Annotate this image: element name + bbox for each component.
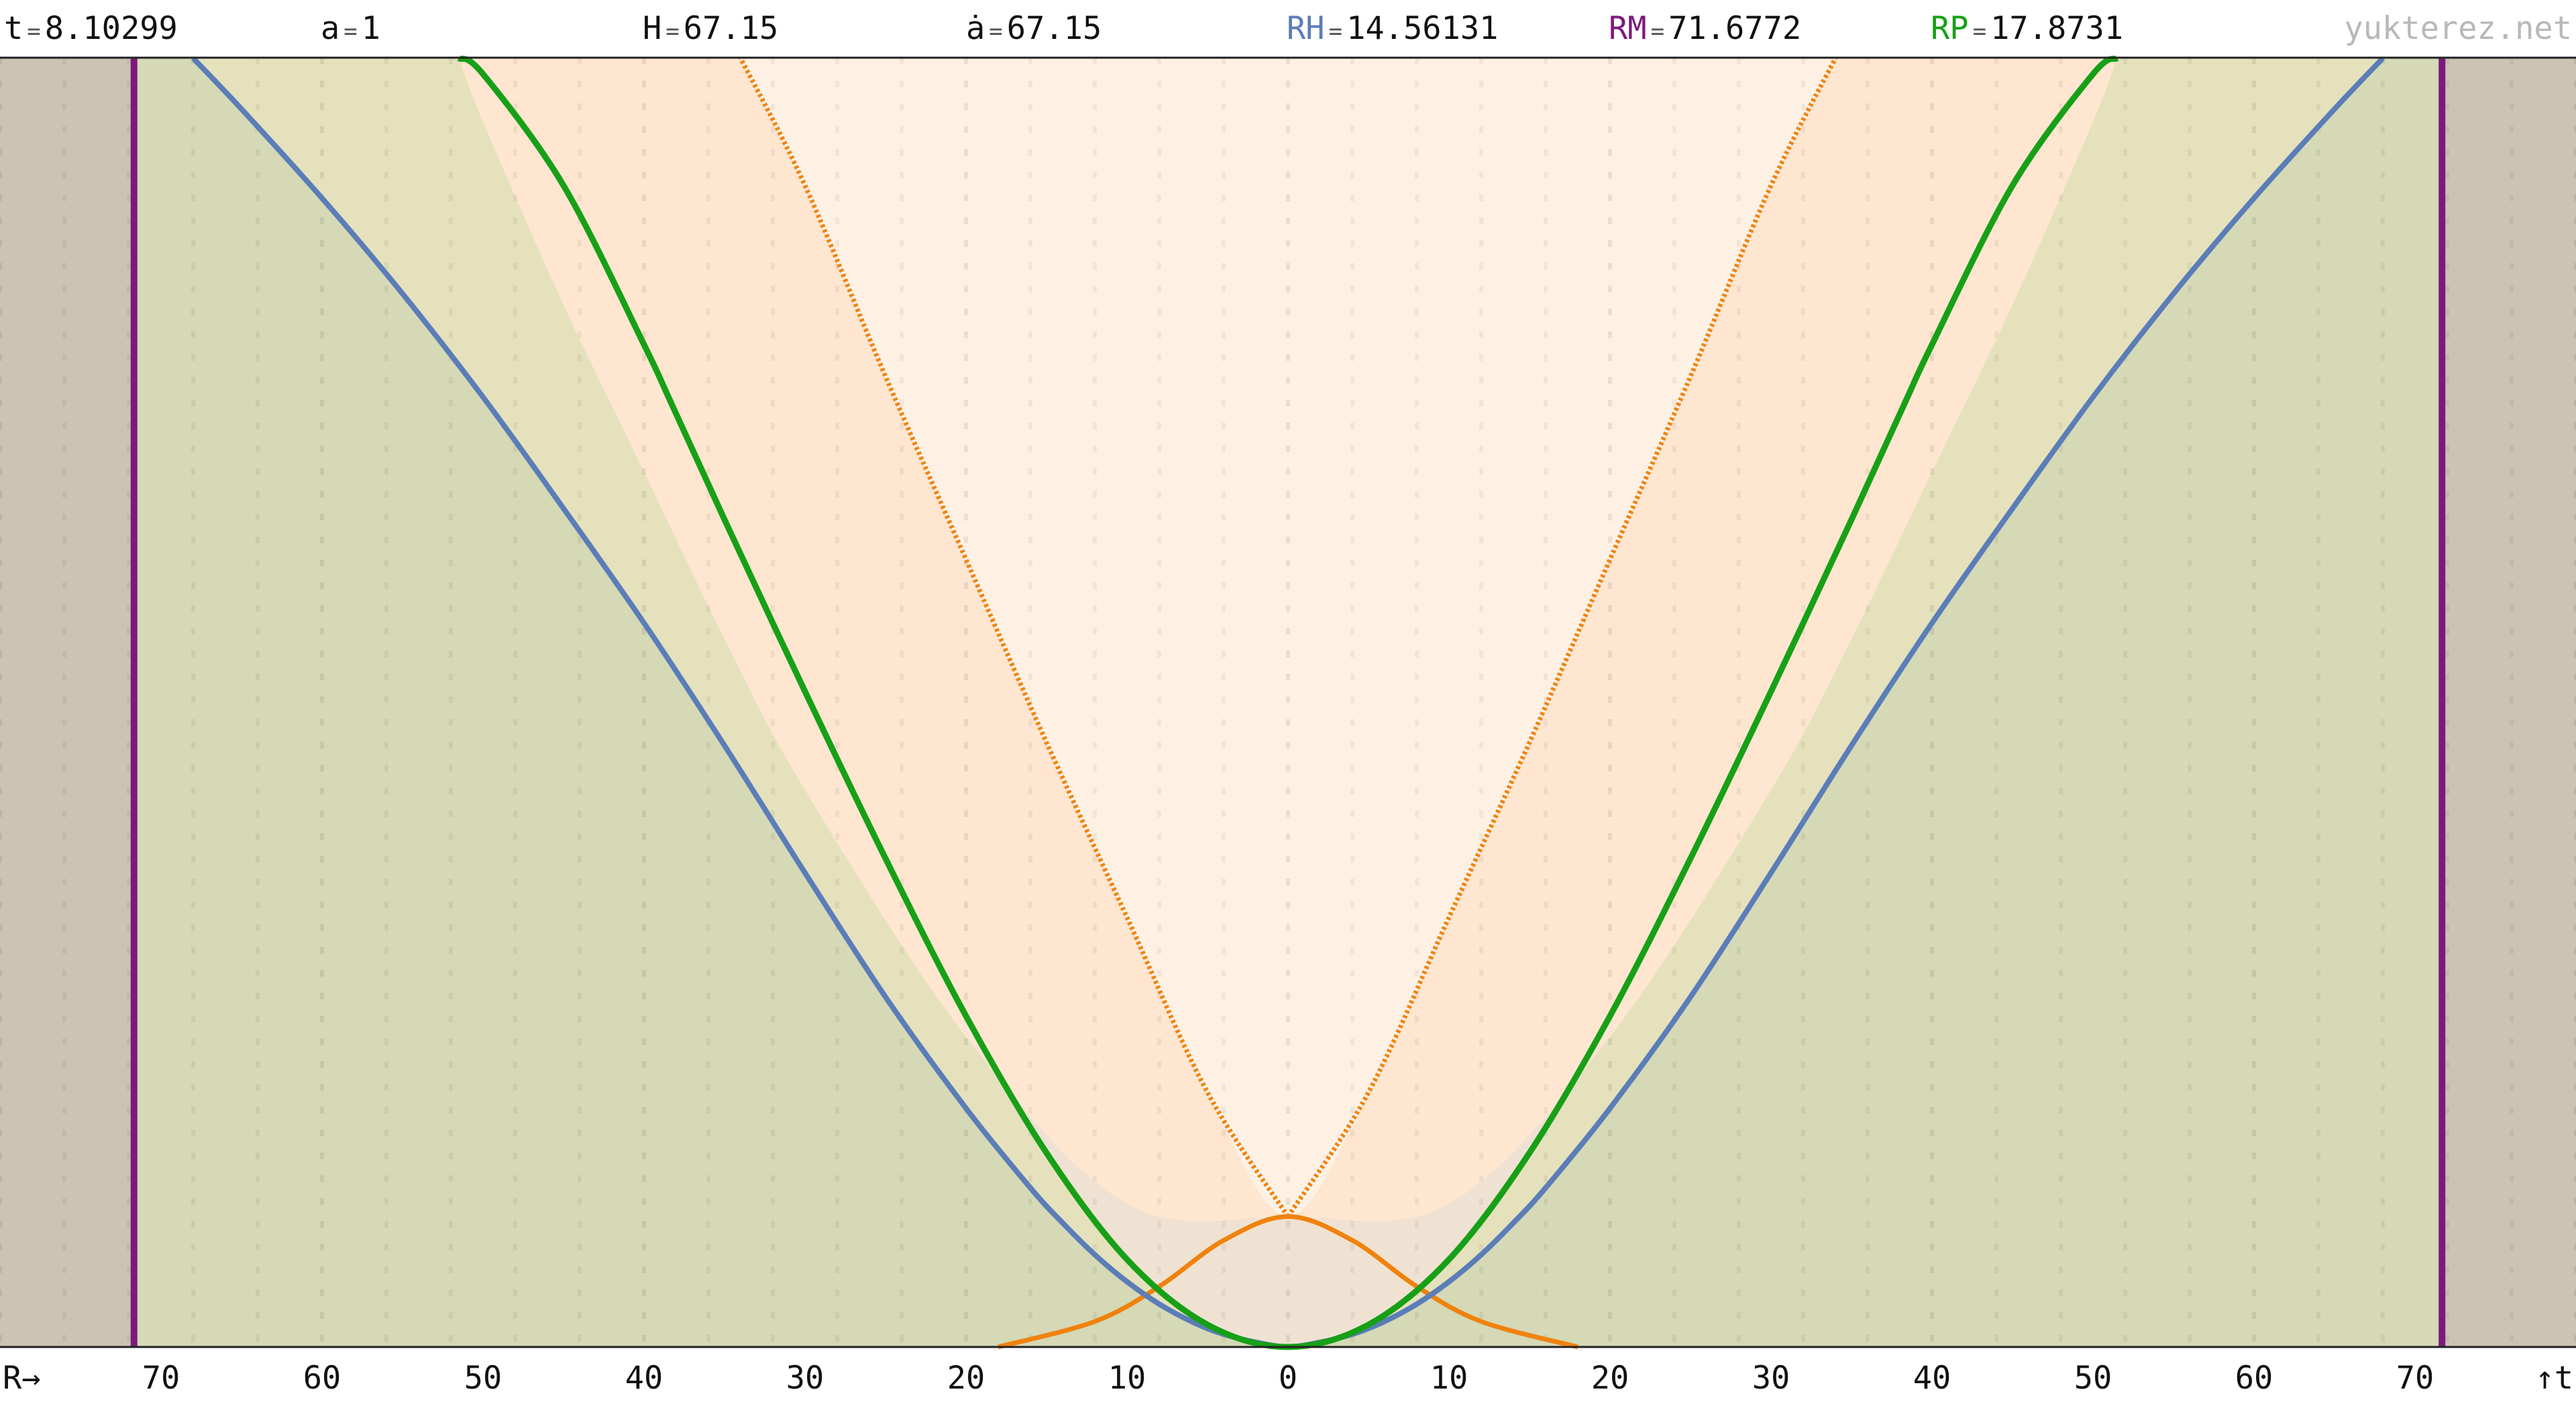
readout-scale-factor-symbol: a xyxy=(321,10,340,47)
equals-sign: = xyxy=(1650,18,1665,45)
readout-expansion-rate-symbol: ȧ xyxy=(966,10,985,47)
x-tick-label: 70 xyxy=(142,1360,180,1397)
future-light-cone-right xyxy=(1286,57,1838,1218)
readout-particle-horizon-value: 17.8731 xyxy=(1990,10,2124,47)
readout-particle-horizon-symbol: RP xyxy=(1931,10,1969,47)
plot-frame xyxy=(0,56,2576,1348)
future-cone-fill xyxy=(741,58,1835,1217)
x-axis-label: R→ xyxy=(3,1360,41,1397)
x-tick-label: 60 xyxy=(2235,1360,2273,1397)
readout-hubble-radius-value: 14.56131 xyxy=(1346,10,1499,47)
equals-sign: = xyxy=(665,18,680,45)
readout-scale-factor-value: 1 xyxy=(361,10,381,47)
equals-sign: = xyxy=(27,18,41,45)
outside-region-right xyxy=(2442,58,2576,1347)
x-tick-label: 10 xyxy=(1430,1360,1468,1397)
readout-max-radius: RM = 71.6772 xyxy=(1609,5,1801,55)
x-tick-label: 0 xyxy=(1279,1360,1297,1397)
equals-sign: = xyxy=(1972,18,1987,45)
outside-region-left xyxy=(0,58,134,1347)
x-tick-label: 50 xyxy=(464,1360,502,1397)
future-light-cone-left xyxy=(738,57,1290,1218)
equals-sign: = xyxy=(343,18,358,45)
watermark: yukterez.net xyxy=(2344,10,2572,47)
readout-max-radius-value: 71.6772 xyxy=(1668,10,1802,47)
grid-lines xyxy=(0,58,2576,1347)
t-axis-label: ↑t xyxy=(2535,1360,2573,1397)
x-tick-label: 30 xyxy=(786,1360,824,1397)
readout-hubble-radius: RH = 14.56131 xyxy=(1287,5,1498,55)
readout-hubble-parameter-symbol: H xyxy=(643,10,662,47)
readout-hubble-parameter-value: 67.15 xyxy=(683,10,779,47)
region-fills xyxy=(0,58,2576,1347)
readout-hubble-radius-symbol: RH xyxy=(1287,10,1325,47)
x-tick-label: 40 xyxy=(1913,1360,1951,1397)
x-tick-label: 70 xyxy=(2396,1360,2434,1397)
readout-scale-factor: a = 1 xyxy=(321,5,380,55)
readout-particle-horizon: RP = 17.8731 xyxy=(1931,5,2123,55)
readout-time-symbol: t xyxy=(4,10,23,47)
x-tick-label: 20 xyxy=(947,1360,985,1397)
readout-max-radius-symbol: RM xyxy=(1609,10,1647,47)
readout-expansion-rate: ȧ = 67.15 xyxy=(966,5,1102,55)
x-tick-label: 60 xyxy=(303,1360,341,1397)
readout-time: t = 8.10299 xyxy=(4,5,178,55)
readout-hubble-parameter: H = 67.15 xyxy=(643,5,778,55)
readout-time-value: 8.10299 xyxy=(44,10,178,47)
equals-sign: = xyxy=(1328,18,1343,45)
x-tick-label: 20 xyxy=(1591,1360,1629,1397)
readout-expansion-rate-value: 67.15 xyxy=(1006,10,1102,47)
tick-labels: 70 60 50 40 30 20 10 0 10 20 30 40 50 60 70 xyxy=(142,1360,2434,1397)
x-tick-label: 40 xyxy=(625,1360,663,1397)
x-tick-label: 50 xyxy=(2074,1360,2112,1397)
x-tick-label: 30 xyxy=(1752,1360,1790,1397)
equals-sign: = xyxy=(989,18,1003,45)
x-tick-label: 10 xyxy=(1108,1360,1146,1397)
